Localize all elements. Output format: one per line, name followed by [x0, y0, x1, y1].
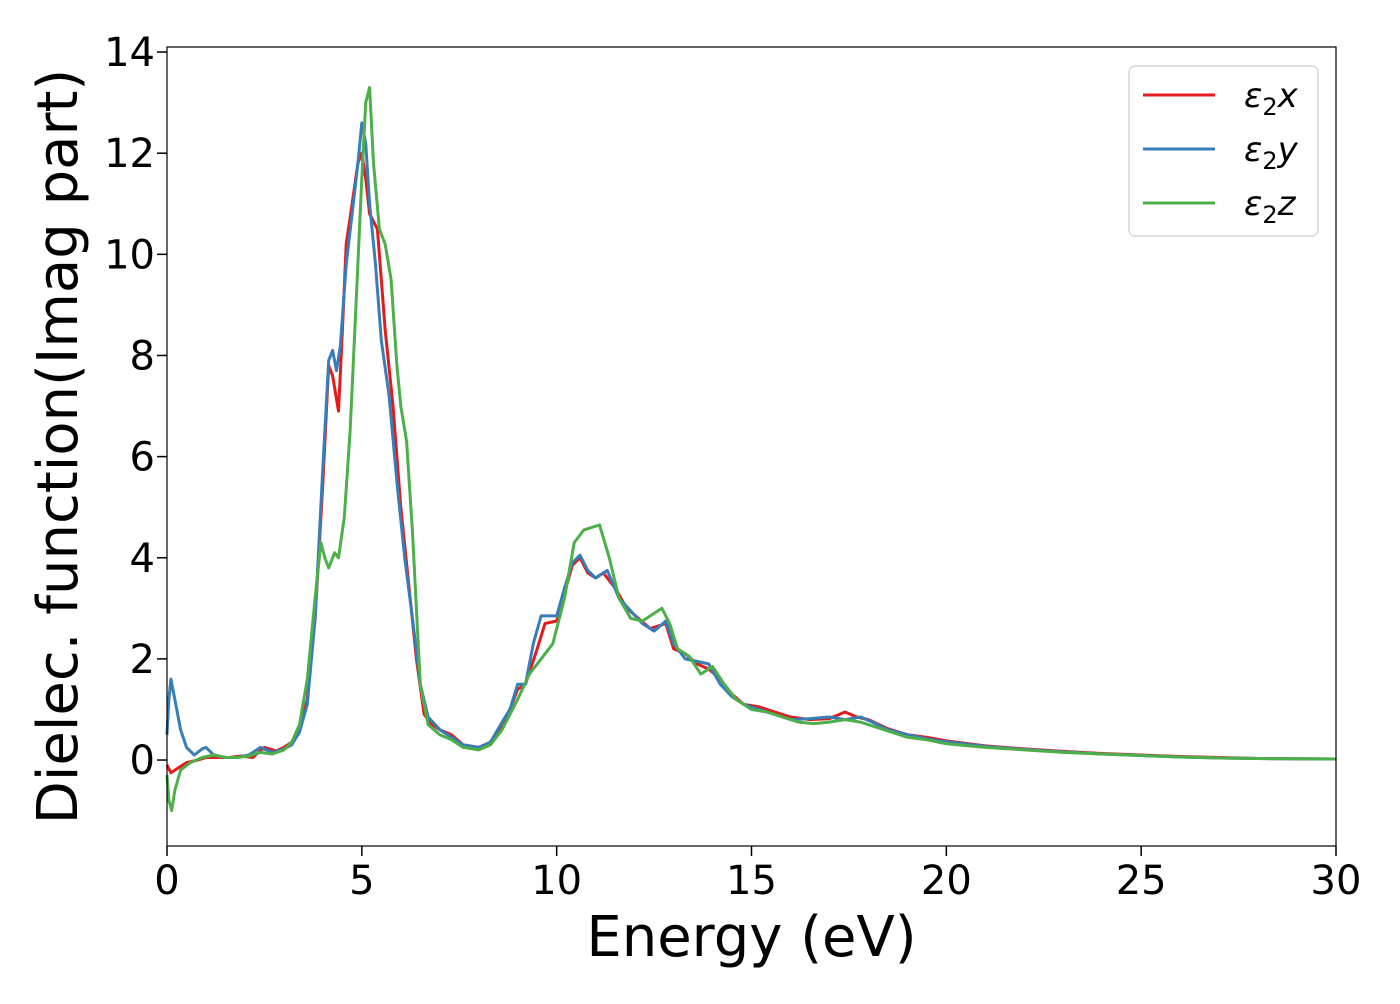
x-axis: 0 5 10 15 20 25 30 [154, 846, 1361, 904]
y-tick-label: 2 [130, 637, 155, 683]
y-tick-label: 4 [130, 536, 155, 582]
x-tick-label: 20 [921, 858, 972, 904]
legend-entry-2: ε2z [1244, 184, 1297, 229]
y-tick-label: 0 [130, 738, 155, 784]
y-tick-label: 10 [104, 232, 155, 278]
legend-entry-1: ε2y [1244, 130, 1299, 175]
x-axis-label: Energy (eV) [586, 905, 916, 970]
x-tick-label: 0 [154, 858, 179, 904]
series-layer [165, 86, 1337, 813]
y-axis-label: Dielec. function(Imag part) [26, 69, 91, 825]
legend-entry-0: ε2x [1244, 76, 1299, 121]
legend: ε2x ε2y ε2z [1128, 65, 1319, 237]
x-tick-label: 25 [1116, 858, 1167, 904]
x-tick-label: 30 [1311, 858, 1362, 904]
y-tick-label: 14 [104, 30, 155, 76]
y-tick-label: 6 [130, 435, 155, 481]
x-tick-label: 10 [531, 858, 582, 904]
x-tick-label: 5 [349, 858, 374, 904]
x-tick-label: 15 [726, 858, 777, 904]
y-tick-label: 8 [130, 333, 155, 379]
y-axis: 0 2 4 6 8 10 12 14 [104, 30, 167, 784]
y-tick-label: 12 [104, 131, 155, 177]
legend-box [1128, 65, 1319, 237]
series-line-2 [165, 86, 1337, 813]
